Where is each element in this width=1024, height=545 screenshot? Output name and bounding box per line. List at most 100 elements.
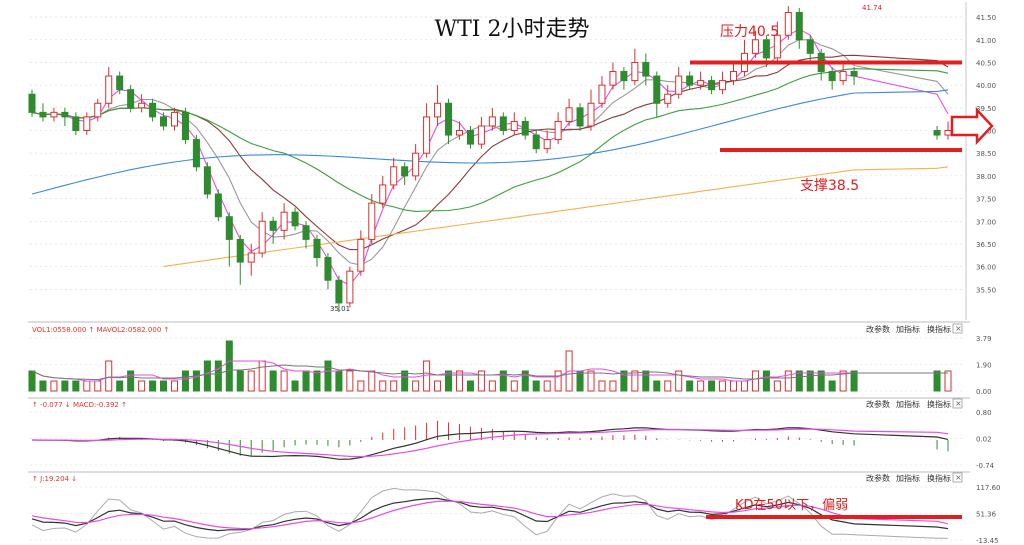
candle-body [576,107,584,127]
axis-tick-label: 1.90 [976,362,992,370]
volume-bar [631,370,639,392]
candle-body [170,111,179,127]
volume-bar [181,370,189,392]
candle-body [762,39,770,59]
candle-body [729,71,738,82]
price-tick-label: 40.50 [976,59,996,67]
candle-body [94,102,102,118]
ma-line-24 [31,68,949,212]
candle-body [302,225,310,240]
volume-bar [664,380,672,392]
volume-bar [477,370,485,392]
volume-bar [598,380,606,392]
volume-bar [149,380,157,392]
candle-body [357,238,365,272]
volume-bar [521,370,529,392]
volume-bar [587,370,595,392]
close-icon[interactable] [952,472,963,483]
price-tick-label: 36.00 [976,264,996,272]
price-tick-label: 41.50 [976,14,996,22]
volume-bar [280,370,288,392]
volume-bar [138,380,146,392]
volume-bar [850,370,858,392]
candle-body [368,202,376,240]
price-tick-label: 41.00 [976,37,996,45]
panel-button-1[interactable]: 加指标 [896,473,920,483]
panel-button-1[interactable]: 加指标 [896,399,920,409]
macd-header: ↑ -0.077 ↓ MACD:-0.392 ↑ [32,401,127,409]
volume-bar [510,380,518,392]
volume-bar [828,380,836,392]
volume-bar [269,370,277,392]
volume-bar [39,380,47,392]
axis-tick-label: 0.02 [976,436,992,444]
ma-line-120 [163,166,949,267]
candle-body [247,252,255,263]
candle-body [620,71,628,82]
close-icon-glyph: × [955,324,962,333]
candle-body [280,211,288,231]
candle-body [138,102,146,109]
volume-bar [313,370,321,392]
volume-bar [214,360,222,392]
macd-dif-line [31,427,949,460]
kd-d-line [31,500,949,530]
ma-line-60 [31,89,949,195]
candle-body [269,220,277,231]
kd-panel-buttons: 改参数 加指标 换指标 × [866,472,963,483]
panel-button-2[interactable]: 换指标 [927,473,951,483]
candle-body [828,71,836,82]
panel-button-0[interactable]: 改参数 [866,324,890,334]
price-tick-label: 36.50 [976,241,996,249]
candle-body [708,80,716,91]
close-icon-glyph: × [955,473,962,482]
panel-button-1[interactable]: 加指标 [896,324,920,334]
candle-body [631,61,639,82]
volume-bar [944,370,952,392]
candle-body [423,116,431,154]
volume-bar [455,370,463,392]
price-tick-label: 37.50 [976,196,996,204]
volume-panel-buttons: 改参数 加指标 换指标 × [866,323,963,334]
panel-button-2[interactable]: 换指标 [927,324,951,334]
candle-body [313,238,321,259]
candle-body [751,39,759,54]
candle-body [933,130,941,136]
candle-body [697,80,705,86]
volume-bar [61,380,69,392]
axis-tick-label: -13.45 [976,537,999,545]
volume-bar [620,370,628,392]
candle-body [944,130,952,136]
price-tick-label: 37.00 [976,218,996,226]
volume-bar [740,380,748,392]
close-icon[interactable] [952,398,963,409]
volume-bars [28,340,952,392]
candle-body [839,71,847,82]
volume-ma1-line [31,360,948,382]
candle-body [434,102,442,118]
volume-bar [390,380,398,392]
candle-body [50,111,58,118]
panel-button-0[interactable]: 改参数 [866,399,890,409]
price-panel [30,2,970,320]
volume-bar [423,360,431,392]
candle-body [214,193,222,218]
candle-body [598,84,606,104]
panel-button-2[interactable]: 换指标 [927,399,951,409]
axis-tick-label: 51.36 [976,511,997,519]
volume-bar [94,380,102,392]
candle-body [83,116,91,132]
volume-bar [72,380,80,392]
close-icon[interactable] [952,323,963,334]
volume-bar [192,370,200,392]
candle-body [466,130,474,145]
chart-title: WTI 2小时走势 [435,17,590,42]
volume-bar [653,380,661,392]
kd-axis-ticks: 117.60 51.36 -13.45 [30,484,1001,545]
volume-bar [335,370,343,392]
candle-body [39,111,47,118]
candle-body [390,166,398,186]
volume-bar [203,360,211,392]
resistance-label: 压力40.5 [720,24,779,40]
panel-button-0[interactable]: 改参数 [866,473,890,483]
